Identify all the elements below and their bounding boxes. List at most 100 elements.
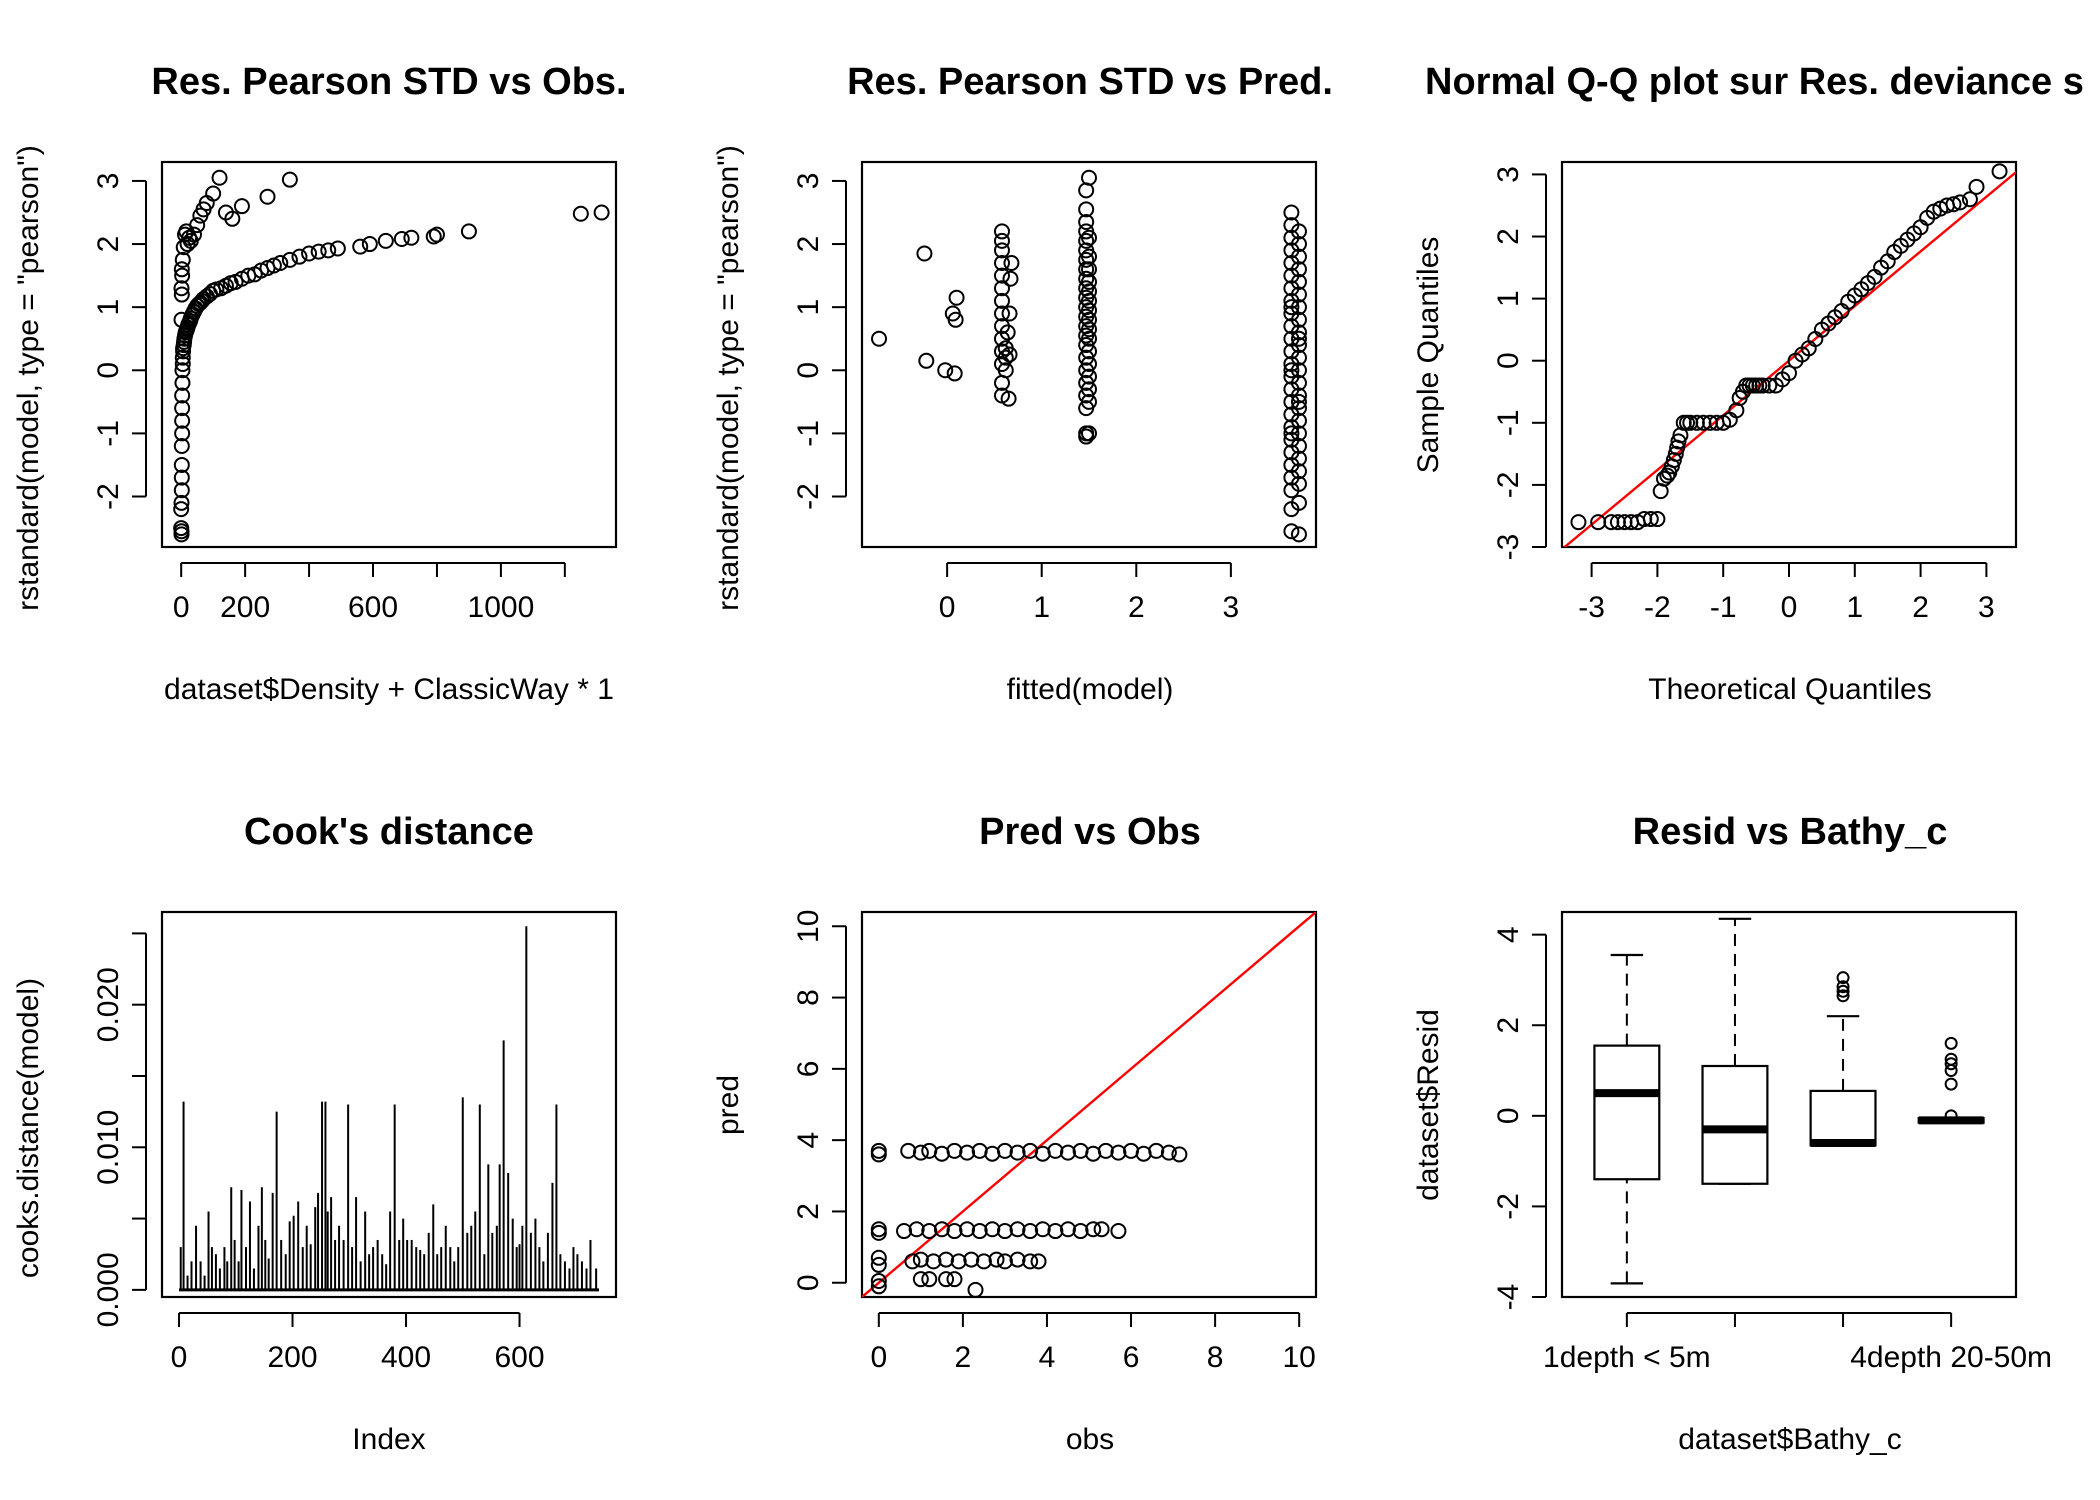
- x-tick-label: 1: [1033, 591, 1050, 624]
- data-point: [173, 520, 190, 537]
- data-point: [1945, 196, 1962, 213]
- data-point: [1081, 229, 1097, 246]
- data-point: [233, 198, 250, 215]
- data-point: [174, 374, 191, 391]
- data-point: [173, 456, 190, 473]
- plot-frame: [160, 160, 618, 549]
- x-tick-label: 0: [939, 591, 956, 624]
- data-point: [1078, 251, 1095, 268]
- y-tick-label: 0: [1492, 352, 1525, 369]
- data-point: [1290, 286, 1307, 303]
- data-point: [361, 236, 378, 253]
- y-tick-label: 1: [92, 299, 125, 316]
- data-point: [916, 245, 933, 262]
- y-tick-label: 2: [1492, 228, 1525, 245]
- data-point: [1290, 463, 1307, 480]
- y-tick-label: -1: [792, 420, 825, 447]
- box-outlier: [1944, 1036, 1958, 1050]
- x-tick-label: 4: [1039, 1341, 1056, 1374]
- plot-frame: [1560, 160, 2018, 549]
- y-tick-label: 3: [92, 173, 125, 190]
- data-point: [1290, 438, 1307, 455]
- data-point: [1290, 362, 1307, 379]
- data-point: [1022, 1253, 1039, 1270]
- data-point: [1290, 273, 1307, 290]
- data-point: [993, 280, 1010, 297]
- data-point: [320, 242, 337, 259]
- data-point: [1097, 1142, 1114, 1159]
- data-layer: [871, 169, 1307, 543]
- data-point: [185, 226, 202, 243]
- data-point: [1081, 302, 1097, 319]
- data-point: [1078, 201, 1095, 218]
- data-point: [572, 205, 589, 222]
- x-tick-label: 0: [870, 1341, 887, 1374]
- data-point: [918, 352, 935, 369]
- data-point: [997, 362, 1014, 379]
- data-point: [988, 1251, 1005, 1268]
- data-point: [1081, 311, 1097, 328]
- data-point: [1047, 1223, 1064, 1240]
- y-axis-label: rstandard(model, type = "pearson"): [712, 145, 745, 611]
- data-point: [1000, 390, 1017, 407]
- panel-title: Normal Q-Q plot sur Res. deviance s: [1425, 61, 2084, 103]
- y-tick-label: 0: [792, 362, 825, 379]
- data-point: [173, 261, 190, 278]
- data-point: [1290, 324, 1307, 341]
- data-point: [870, 1272, 887, 1289]
- y-tick-label: 0: [1492, 1107, 1525, 1124]
- data-point: [1047, 1142, 1064, 1159]
- data-point: [1290, 425, 1307, 442]
- data-point: [460, 223, 477, 240]
- data-point: [896, 1223, 913, 1240]
- data-layer: [173, 169, 610, 543]
- data-point: [173, 494, 190, 511]
- panel-pred-vs-obs: Pred vs Obs obs pred 0 2 4 6 8 10 0 2 4 6 8 10: [712, 811, 1318, 1456]
- y-axis-label: pred: [712, 1075, 745, 1135]
- data-point: [1001, 346, 1018, 363]
- data-point: [1085, 1221, 1102, 1238]
- x-tick-label: -3: [1578, 591, 1605, 624]
- data-point: [1059, 1221, 1076, 1238]
- data-point: [993, 223, 1010, 240]
- data-point: [933, 1221, 950, 1238]
- data-point: [310, 243, 327, 260]
- y-tick-label: 1: [792, 299, 825, 316]
- data-point: [1081, 425, 1097, 442]
- data-point: [1781, 365, 1797, 382]
- y-tick-label: 2: [1492, 1017, 1525, 1034]
- data-point: [912, 1271, 929, 1288]
- x-tick-label: 2: [955, 1341, 972, 1374]
- y-tick-label: -2: [92, 483, 125, 510]
- panel-residuals-vs-observed: Res. Pearson STD vs Obs. dataset$Density…: [12, 61, 627, 706]
- y-tick-label: -3: [1492, 534, 1525, 561]
- data-point: [1290, 311, 1307, 328]
- data-point: [999, 324, 1016, 341]
- data-point: [1290, 526, 1307, 543]
- box-outlier: [1836, 980, 1850, 994]
- x-tick-label: 600: [494, 1341, 544, 1374]
- y-tick-label: 2: [792, 1203, 825, 1220]
- data-point: [993, 267, 1010, 284]
- data-point: [593, 204, 610, 221]
- data-point: [870, 1224, 887, 1241]
- x-axis-label: dataset$Bathy_c: [1678, 1423, 1902, 1456]
- data-point: [946, 365, 963, 382]
- data-layer: [862, 912, 1316, 1297]
- reference-line: [862, 912, 1316, 1297]
- data-point: [959, 1221, 976, 1238]
- data-point: [1290, 400, 1307, 417]
- data-point: [1081, 355, 1097, 372]
- x-tick-label: 10: [1282, 1341, 1315, 1374]
- y-tick-label: 0: [92, 362, 125, 379]
- data-point: [950, 1253, 967, 1270]
- data-point: [1081, 169, 1097, 186]
- box-outlier: [1836, 984, 1850, 998]
- data-point: [352, 238, 369, 255]
- data-point: [993, 242, 1010, 259]
- x-tick-label: 8: [1207, 1341, 1224, 1374]
- x-tick-label: 2: [1912, 591, 1929, 624]
- y-tick-label: 10: [792, 910, 825, 943]
- x-tick-label: 200: [220, 591, 270, 624]
- y-tick-label: 3: [792, 173, 825, 190]
